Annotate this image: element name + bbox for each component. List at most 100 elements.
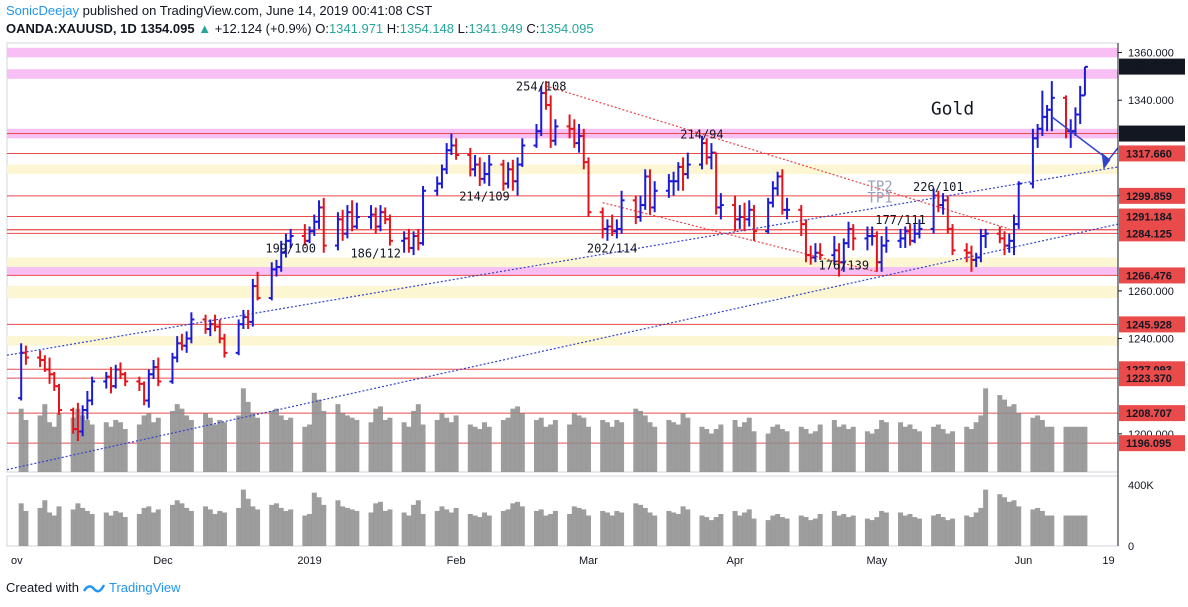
volume-bar: [543, 515, 549, 546]
count-annotation: 186/112: [350, 247, 401, 261]
level-label-text: 1291.184: [1126, 212, 1173, 224]
volume-bar: [505, 417, 511, 472]
ohlc-bar: [982, 228, 989, 248]
volume-tick-label: 0: [1128, 541, 1134, 553]
volume-bar: [169, 504, 175, 546]
volume-bar: [288, 417, 294, 472]
price-tick-label: 1260.000: [1128, 286, 1174, 298]
volume-bar: [420, 514, 426, 546]
volume-bar: [983, 489, 989, 546]
volume-bar: [486, 515, 492, 546]
volume-bar: [420, 424, 426, 472]
open-value: 1341.971: [328, 21, 384, 36]
author-link[interactable]: SonicDeejay: [6, 3, 79, 18]
volume-bar: [89, 424, 95, 472]
volume-bar: [850, 515, 856, 546]
count-annotation: 254/108: [516, 80, 567, 94]
price-tick-label: 1240.000: [1128, 334, 1174, 346]
volume-bar: [571, 413, 577, 472]
volume-bar: [798, 426, 804, 472]
volume-bar: [973, 422, 979, 472]
volume-bar: [151, 422, 157, 472]
volume-bar: [37, 415, 43, 472]
volume-bar: [203, 413, 209, 472]
volume-bar: [869, 520, 875, 546]
volume-bar: [108, 515, 114, 546]
volume-bar: [387, 417, 393, 472]
ohlc-bar: [1081, 65, 1088, 97]
volume-bar: [1044, 426, 1050, 472]
tradingview-brand-link[interactable]: TradingView: [108, 580, 181, 595]
volume-bar: [912, 517, 918, 546]
volume-bar: [997, 395, 1003, 472]
level-label-bg: [1119, 58, 1185, 75]
volume-bar: [519, 413, 525, 472]
volume-bar: [434, 510, 440, 546]
volume-bar: [581, 417, 587, 472]
price-chart[interactable]: 254/108 214/94 214/109 199/100 186/112 202/11…: [0, 0, 1188, 578]
volume-bar: [411, 504, 417, 546]
volume-bar: [510, 503, 516, 546]
volume-bar: [945, 433, 951, 472]
support-zone: [7, 164, 1118, 175]
volume-bar: [401, 422, 407, 472]
volume-bar: [765, 520, 771, 546]
volume-bar: [864, 431, 870, 472]
level-label: 1354.095: [1119, 58, 1185, 75]
volume-bar: [907, 424, 913, 472]
ohlc-bar: [817, 243, 824, 260]
volume-bar: [916, 431, 922, 472]
volume-bar: [945, 520, 951, 546]
volume-bar: [37, 507, 43, 546]
projection-arrow: [1107, 147, 1119, 161]
ohlc-bar: [188, 312, 195, 344]
volume-bar: [122, 429, 128, 472]
volume-bar: [935, 514, 941, 546]
volume-bar: [779, 429, 785, 472]
ohlc-bar: [320, 197, 327, 253]
volume-bar: [680, 506, 686, 546]
time-tick-label: Feb: [447, 555, 466, 567]
ohlc-bar: [386, 214, 393, 246]
level-label-bg: [1119, 267, 1185, 284]
volume-bar: [373, 408, 379, 472]
volume-bar: [831, 419, 837, 472]
volume-bar: [770, 426, 776, 472]
volume-bar: [47, 512, 53, 546]
volume-bar: [321, 410, 327, 472]
volume-bar: [136, 514, 142, 546]
volume-bar: [75, 503, 81, 546]
ohlc-bar: [420, 186, 427, 246]
volume-bar: [47, 422, 53, 472]
volume-bar: [84, 419, 90, 472]
price-axis: 1360.0001340.0001300.0001260.0001240.000…: [1117, 43, 1174, 553]
level-label: 1223.370: [1119, 370, 1185, 387]
volume-bar: [174, 404, 180, 472]
volume-bar: [718, 424, 724, 472]
volume-bar: [576, 507, 582, 546]
count-annotation: 214/109: [459, 189, 510, 203]
volume-bar: [269, 504, 275, 546]
volume-bar: [609, 426, 615, 472]
volume-bar: [51, 515, 57, 546]
level-label-text: 1266.476: [1126, 270, 1172, 282]
down-trend-line-upper: [545, 85, 1010, 230]
volume-bar: [1049, 426, 1055, 472]
volume-bar: [864, 518, 870, 546]
volume-bar: [841, 514, 847, 546]
volume-bar: [108, 426, 114, 472]
volume-bar: [349, 417, 355, 472]
volume-bar: [23, 510, 29, 546]
volume-bar: [879, 419, 885, 472]
volume-bar: [113, 510, 119, 546]
volume-bar: [803, 429, 809, 472]
volume-bar: [675, 514, 681, 546]
volume-bar: [1030, 509, 1036, 546]
volume-bar: [1063, 426, 1069, 472]
symbol-label: OANDA:XAUUSD, 1D: [6, 21, 137, 36]
volume-bar: [708, 520, 714, 546]
volume-bar: [307, 514, 313, 546]
volume-bar: [340, 506, 346, 546]
volume-bar: [278, 507, 284, 546]
volume-bar: [307, 424, 313, 472]
